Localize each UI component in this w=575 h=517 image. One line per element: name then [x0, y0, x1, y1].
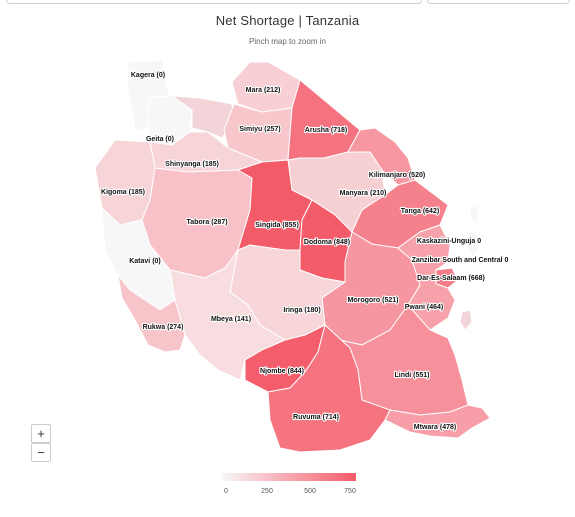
- region-label: Singida (855): [255, 222, 299, 229]
- region-label: Iringa (180): [283, 307, 320, 314]
- region-label: Kaskazini-Unguja 0: [417, 238, 481, 245]
- region-label: Simiyu (257): [239, 126, 280, 133]
- region-label: Mbeya (141): [211, 316, 251, 323]
- region-label: Rukwa (274): [143, 324, 184, 331]
- region-mtwara[interactable]: [384, 404, 491, 439]
- region-label: Lindi (551): [394, 372, 429, 379]
- region-label: Dodoma (848): [304, 239, 350, 246]
- region-label: Dar-Es-Salaam (668): [417, 275, 485, 282]
- region-label: Kigoma (185): [101, 189, 145, 196]
- region-arusha[interactable]: [287, 79, 361, 161]
- region-label: Shinyanga (185): [165, 161, 219, 168]
- region-label: Arusha (718): [305, 127, 347, 134]
- region-label: Kagera (0): [131, 72, 165, 79]
- region-label: Tanga (642): [401, 208, 439, 215]
- legend-tick: 0: [224, 488, 228, 495]
- region-rukwa[interactable]: [117, 274, 186, 353]
- region-pwani[interactable]: [397, 224, 456, 331]
- region-kaskazini-unguja[interactable]: [469, 204, 480, 225]
- region-label: Mara (212): [246, 87, 281, 94]
- region-zanzibar-south-and-central[interactable]: [466, 229, 481, 259]
- region-label: Pwani (464): [405, 304, 444, 311]
- zoom-in-button[interactable]: +: [31, 424, 51, 443]
- region-label: Ruvuma (714): [293, 414, 339, 421]
- region-label: Njombe (844): [260, 368, 304, 375]
- region-ruvuma[interactable]: [267, 324, 391, 453]
- zoom-out-button[interactable]: −: [31, 443, 51, 462]
- region-label: Geita (0): [146, 136, 174, 143]
- region-label: Zanzibar South and Central 0: [412, 257, 509, 264]
- region-label: Kilimanjaro (520): [369, 172, 425, 179]
- map-title: Net Shortage | Tanzania: [215, 13, 360, 28]
- region-label: Katavi (0): [129, 258, 161, 265]
- region-mwanza[interactable]: [170, 95, 235, 139]
- region-mbeya[interactable]: [169, 249, 287, 381]
- legend-tick: 750: [344, 488, 356, 495]
- legend-tick: 500: [304, 488, 316, 495]
- region-label: Manyara (210): [340, 190, 387, 197]
- region-label: Tabora (287): [186, 219, 227, 226]
- legend-color-bar: [222, 473, 356, 481]
- map-subtitle: Pinch map to zoom in: [249, 37, 326, 46]
- legend-tick: 250: [261, 488, 273, 495]
- region-mafia[interactable]: [459, 309, 473, 331]
- region-label: Morogoro (521): [348, 297, 399, 304]
- region-label: Mtwara (478): [414, 424, 456, 431]
